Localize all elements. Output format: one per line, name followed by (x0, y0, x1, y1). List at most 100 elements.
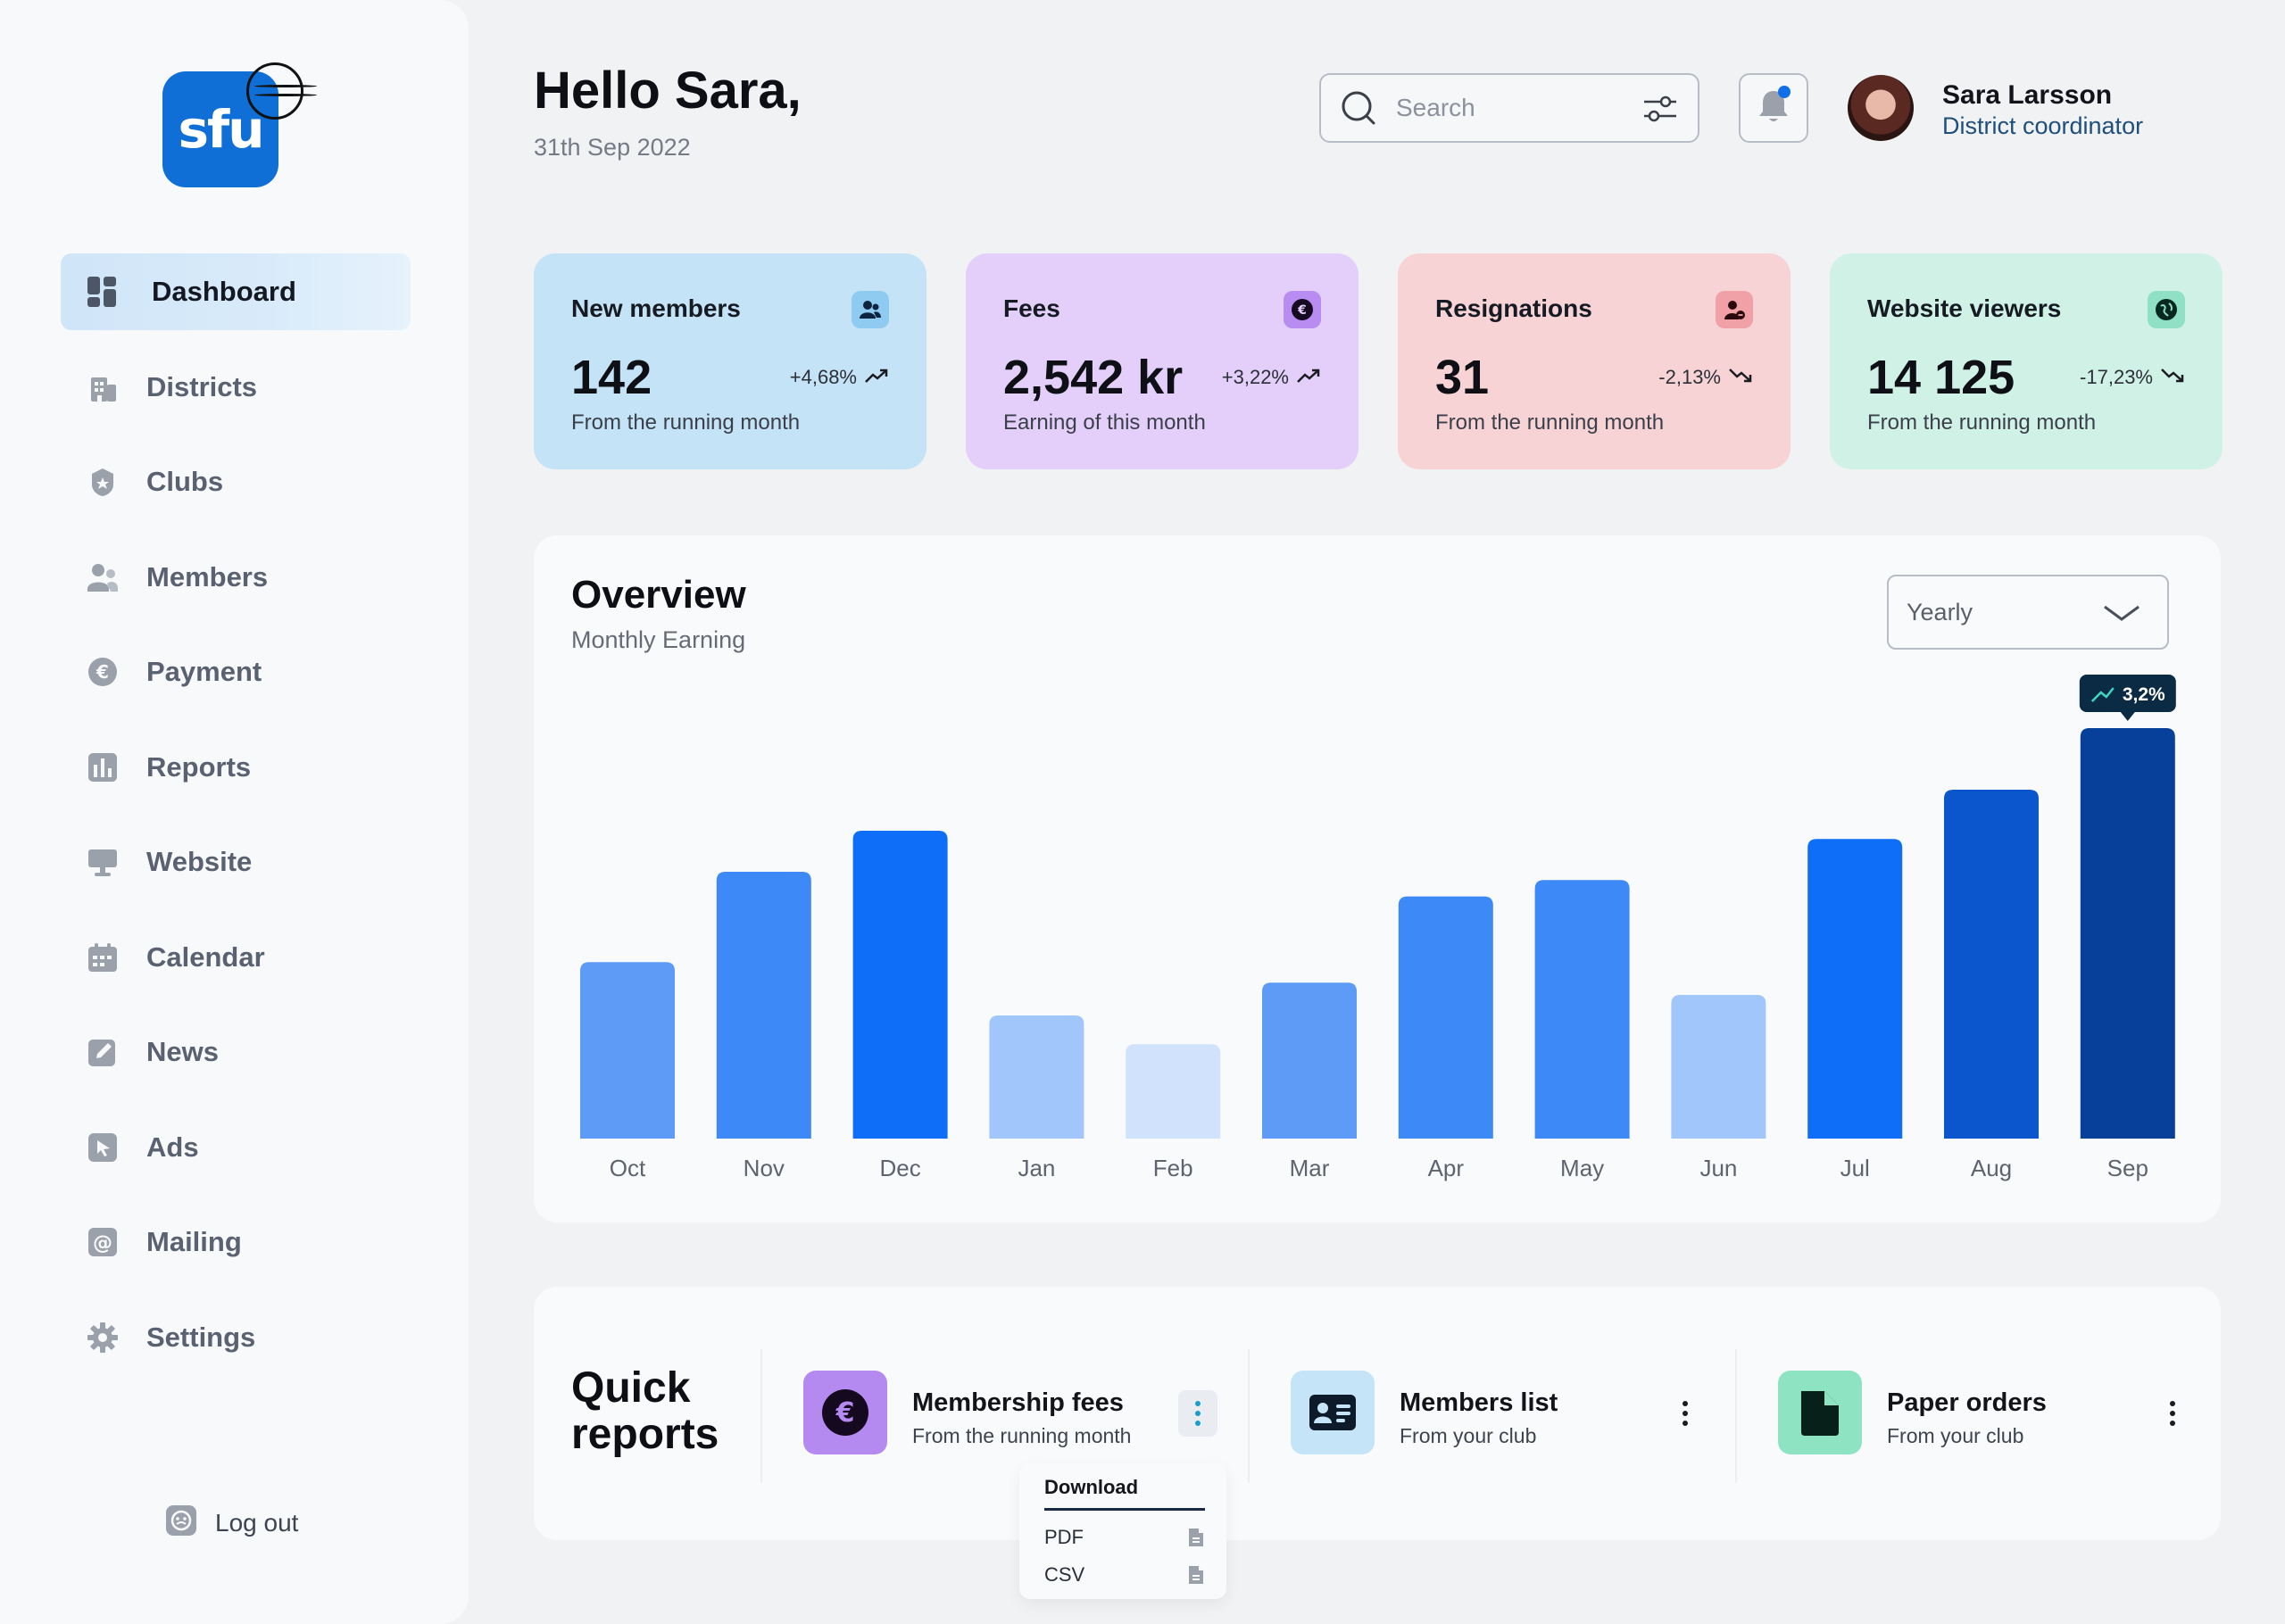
more-options-button[interactable] (1666, 1390, 1705, 1437)
sidebar-item-members[interactable]: Members (61, 539, 411, 616)
option-label: PDF (1044, 1526, 1084, 1548)
document-icon (1778, 1371, 1862, 1454)
x-tick-label: May (1560, 1155, 1604, 1181)
divider (1044, 1508, 1205, 1511)
search-input[interactable] (1394, 93, 1630, 123)
quick-report-subtitle: From your club (1887, 1424, 2024, 1447)
quick-report-members-list[interactable]: Members list From your club (1291, 1371, 1737, 1454)
sidebar-item-label: Calendar (146, 940, 265, 973)
card-change: +4,68% (790, 366, 889, 389)
sidebar-item-news[interactable]: News (61, 1014, 411, 1090)
download-pdf-option[interactable]: PDF (1044, 1522, 1205, 1553)
user-role: District coordinator (1942, 112, 2144, 139)
sidebar-item-settings[interactable]: Settings (61, 1299, 411, 1376)
card-subtitle: From the running month (571, 410, 801, 435)
current-date: 31th Sep 2022 (534, 134, 691, 161)
stat-card-fees[interactable]: Fees € 2,542 kr +3,22% Earning of this m… (966, 253, 1359, 469)
avatar[interactable] (1848, 75, 1914, 141)
overview-panel: Oct Nov Dec Jan Feb Mar Apr May Jun Jul Aug Sep 3,2%… (534, 535, 2221, 1222)
badge-icon (87, 467, 118, 497)
bar-oct[interactable] (580, 962, 675, 1139)
euro-icon: € (1284, 291, 1321, 328)
file-icon (1189, 1566, 1203, 1584)
sidebar-item-reports[interactable]: Reports (61, 729, 411, 806)
svg-text:€: € (835, 1397, 855, 1429)
quick-report-paper-orders[interactable]: Paper orders From your club (1778, 1371, 2224, 1454)
bar-aug[interactable] (1944, 790, 2039, 1139)
more-options-button[interactable] (1178, 1390, 1217, 1437)
change-value: +4,68% (789, 366, 857, 388)
bar-nov[interactable] (716, 872, 811, 1139)
bar-dec[interactable] (852, 831, 948, 1139)
svg-text:€: € (1297, 303, 1307, 318)
sidebar-item-label: Districts (146, 370, 258, 402)
user-remove-icon (1716, 291, 1753, 328)
cursor-icon (87, 1132, 118, 1163)
trend-up-icon (864, 366, 889, 389)
overview-subtitle: Monthly Earning (571, 626, 746, 653)
card-title: New members (571, 294, 741, 322)
sidebar-item-website[interactable]: Website (61, 824, 411, 900)
euro-icon: € (803, 1371, 887, 1454)
card-subtitle: From the running month (1867, 410, 2097, 435)
stat-card-website-viewers[interactable]: Website viewers 14 125 -17,23% From the … (1830, 253, 2223, 469)
card-change: +3,22% (1222, 366, 1321, 389)
sidebar-item-dashboard[interactable]: Dashboard (61, 253, 411, 330)
quick-reports-title: Quick reports (571, 1364, 719, 1458)
bar-mar[interactable] (1262, 982, 1357, 1139)
bar-jan[interactable] (989, 1015, 1084, 1139)
x-tick-label: Sep (2107, 1155, 2148, 1181)
quick-report-membership-fees[interactable]: € Membership fees From the running month (803, 1371, 1250, 1454)
edit-icon (87, 1037, 118, 1067)
sidebar-item-label: News (146, 1036, 219, 1067)
logout-button[interactable]: Log out (165, 1504, 298, 1541)
page-title: Hello Sara, (534, 62, 802, 120)
sidebar-item-ads[interactable]: Ads (61, 1109, 411, 1186)
stat-card-new-members[interactable]: New members 142 +4,68% From the running … (534, 253, 926, 469)
sidebar-item-calendar[interactable]: Calendar (61, 919, 411, 996)
option-label: CSV (1044, 1563, 1085, 1586)
bar-jul[interactable] (1807, 839, 1903, 1139)
logout-label: Log out (215, 1508, 299, 1537)
x-tick-label: Oct (610, 1155, 646, 1181)
quick-report-subtitle: From your club (1400, 1424, 1537, 1447)
sidebar-item-label: Ads (146, 1131, 199, 1163)
x-tick-label: Dec (879, 1155, 920, 1181)
filter-icon[interactable] (1642, 93, 1678, 125)
period-select[interactable]: Yearly (1887, 575, 2169, 650)
sidebar-item-districts[interactable]: Districts (61, 349, 411, 426)
x-tick-label: Feb (1153, 1155, 1193, 1181)
sidebar-item-mailing[interactable]: @ Mailing (61, 1204, 411, 1280)
quick-report-subtitle: From the running month (912, 1424, 1132, 1447)
stat-card-resignations[interactable]: Resignations 31 -2,13% From the running … (1398, 253, 1791, 469)
file-icon (1189, 1529, 1203, 1546)
highlight-label: 3,2% (2123, 684, 2165, 705)
sidebar-item-label: Mailing (146, 1226, 242, 1257)
card-value: 2,542 kr (1003, 351, 1184, 404)
search-bar (1319, 73, 1699, 143)
bar-sep[interactable] (2080, 728, 2175, 1139)
svg-text:€: € (96, 661, 109, 683)
bar-may[interactable] (1534, 880, 1630, 1139)
more-options-button[interactable] (2153, 1390, 2192, 1437)
user-name: Sara Larsson (1942, 80, 2113, 110)
bar-apr[interactable] (1398, 896, 1493, 1139)
bar-feb[interactable] (1126, 1044, 1221, 1139)
logout-icon (165, 1504, 197, 1541)
download-csv-option[interactable]: CSV (1044, 1560, 1205, 1590)
trend-up-icon (1296, 366, 1321, 389)
sidebar-item-label: Website (146, 846, 253, 877)
card-value: 142 (571, 351, 652, 404)
notifications-button[interactable] (1739, 73, 1808, 143)
sidebar-item-payment[interactable]: € Payment (61, 634, 411, 710)
sidebar: sfu Dashboard Districts Clubs Members (0, 0, 469, 1624)
globe-icon (2148, 291, 2185, 328)
users-icon (852, 291, 889, 328)
logo-ball-icon (246, 62, 317, 120)
period-select-value: Yearly (1907, 598, 1973, 626)
x-tick-label: Nov (744, 1155, 785, 1181)
bar-jun[interactable] (1671, 995, 1766, 1139)
card-subtitle: From the running month (1435, 410, 1665, 435)
sidebar-item-clubs[interactable]: Clubs (61, 443, 411, 520)
sidebar-item-label: Members (146, 560, 269, 592)
